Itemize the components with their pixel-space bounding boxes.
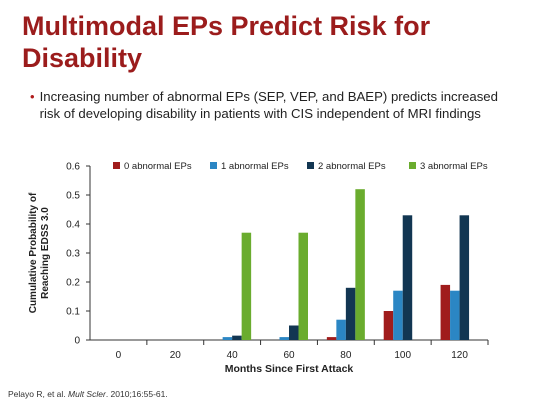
- bar: [336, 319, 346, 340]
- y-axis-title: Reaching EDSS 3.0: [40, 207, 51, 299]
- bar: [383, 311, 394, 340]
- legend-label: 2 abnormal EPs: [318, 161, 386, 172]
- bar: [326, 337, 337, 340]
- bar: [355, 189, 365, 340]
- y-tick-label: 0.6: [66, 162, 80, 173]
- footnote-citation: . 2010;16:55-61.: [105, 389, 168, 399]
- bar: [402, 215, 413, 340]
- footnote: Pelayo R, et al. Mult Scler. 2010;16:55-…: [8, 389, 168, 399]
- legend-swatch: [113, 162, 120, 169]
- bar: [450, 290, 460, 340]
- y-tick-label: 0.1: [66, 307, 80, 318]
- bar: [222, 337, 233, 340]
- legend-swatch: [409, 162, 416, 169]
- bullet-point: • Increasing number of abnormal EPs (SEP…: [30, 88, 520, 122]
- footnote-journal: Mult Scler: [68, 389, 106, 399]
- legend-label: 0 abnormal EPs: [124, 161, 192, 172]
- legend-swatch: [307, 162, 314, 169]
- y-tick-label: 0.3: [66, 249, 80, 260]
- legend-swatch: [210, 162, 217, 169]
- legend-label: 3 abnormal EPs: [420, 161, 488, 172]
- bar: [345, 287, 356, 340]
- bullet-text: Increasing number of abnormal EPs (SEP, …: [39, 89, 498, 121]
- bar: [393, 290, 403, 340]
- bar: [289, 325, 299, 340]
- y-tick-label: 0.4: [66, 220, 80, 231]
- x-axis-title: Months Since First Attack: [225, 363, 354, 375]
- x-tick-label: 40: [227, 350, 239, 361]
- x-tick-label: 80: [340, 350, 352, 361]
- legend-label: 1 abnormal EPs: [221, 161, 289, 172]
- x-tick-label: 20: [170, 350, 182, 361]
- bar: [298, 232, 308, 340]
- bullet-dot-icon: •: [30, 89, 35, 104]
- x-tick-label: 0: [116, 350, 122, 361]
- x-tick-label: 120: [451, 350, 468, 361]
- bar: [459, 215, 470, 340]
- y-tick-label: 0.2: [66, 278, 80, 289]
- y-tick-label: 0: [74, 336, 80, 347]
- bar: [232, 335, 242, 340]
- bar: [440, 284, 451, 340]
- x-tick-label: 60: [283, 350, 295, 361]
- bar: [241, 232, 252, 340]
- slide-title: Multimodal EPs Predict Risk for Disabili…: [22, 11, 431, 73]
- footnote-authors: Pelayo R, et al.: [8, 389, 66, 399]
- x-tick-label: 100: [394, 350, 411, 361]
- y-tick-label: 0.5: [66, 191, 80, 202]
- y-axis-title: Cumulative Probability of: [28, 192, 39, 313]
- bar: [279, 337, 289, 340]
